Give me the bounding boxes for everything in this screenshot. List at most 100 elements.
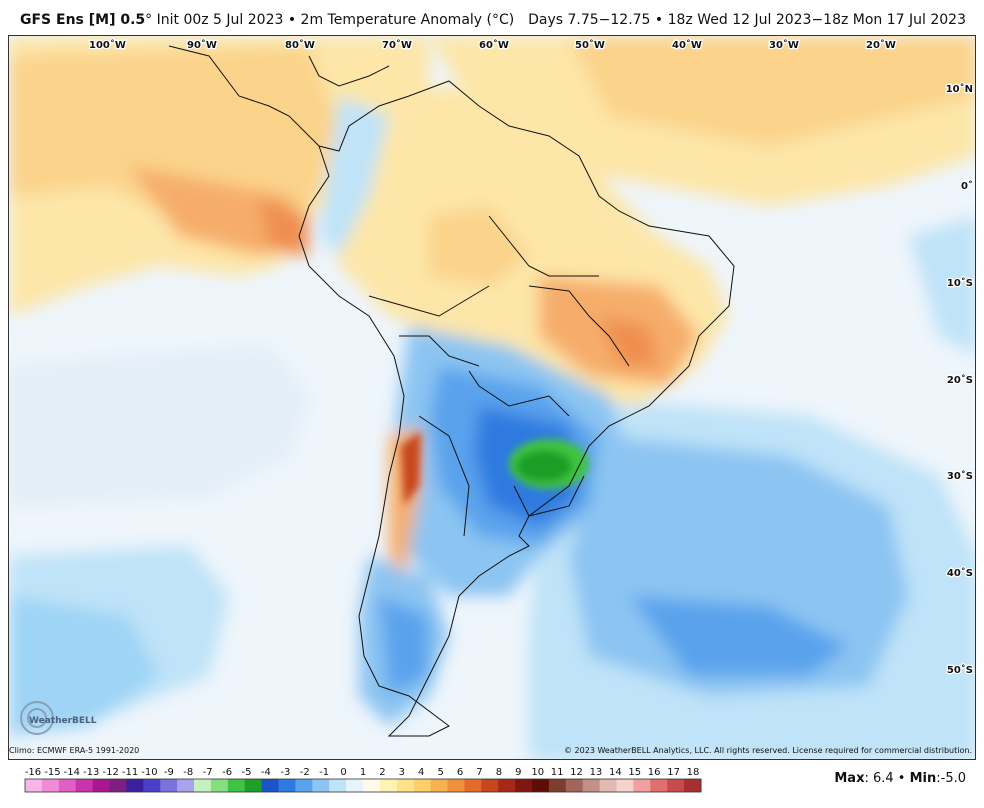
colorbar-border bbox=[24, 778, 702, 793]
map-panel: 100˚W 90˚W 80˚W 70˚W 60˚W 50˚W 40˚W 30˚W… bbox=[8, 35, 976, 760]
colorbar-swatch bbox=[667, 779, 685, 792]
lon-label-80w: 80˚W bbox=[285, 39, 315, 51]
colorbar-swatch bbox=[413, 779, 432, 792]
colorbar-swatch bbox=[92, 779, 110, 792]
colorbar-label: -15 bbox=[44, 767, 60, 778]
colorbar-label: 7 bbox=[476, 767, 482, 778]
colorbar-label: 2 bbox=[379, 767, 385, 778]
lon-label-20w: 20˚W bbox=[866, 39, 896, 51]
colorbar-swatch bbox=[194, 779, 212, 792]
lon-label-50w: 50˚W bbox=[575, 39, 605, 51]
colorbar-label: 17 bbox=[667, 767, 680, 778]
colorbar-label: 5 bbox=[437, 767, 443, 778]
colorbar-label: 3 bbox=[399, 767, 405, 778]
lon-label-30w: 30˚W bbox=[769, 39, 799, 51]
colorbar-swatch bbox=[143, 779, 161, 792]
copyright: © 2023 WeatherBELL Analytics, LLC. All r… bbox=[564, 746, 972, 755]
colorbar-label: -7 bbox=[203, 767, 213, 778]
colorbar-label: 13 bbox=[590, 767, 603, 778]
colorbar-label: -13 bbox=[83, 767, 99, 778]
lon-label-90w: 90˚W bbox=[187, 39, 217, 51]
header-right: Days 7.75−12.75 • 18z Wed 12 Jul 2023−18… bbox=[528, 12, 966, 28]
colorbar-label: -16 bbox=[25, 767, 41, 778]
colorbar-label: -4 bbox=[261, 767, 271, 778]
colorbar-swatch bbox=[210, 779, 229, 792]
colorbar-swatch bbox=[261, 779, 279, 792]
colorbar-swatch bbox=[278, 779, 296, 792]
colorbar-swatch bbox=[363, 779, 381, 792]
colorbar-label: 15 bbox=[628, 767, 641, 778]
colorbar-label: -3 bbox=[280, 767, 290, 778]
coastlines bbox=[168, 45, 735, 737]
colorbar-swatch bbox=[532, 779, 550, 792]
colorbar-swatch bbox=[430, 779, 448, 792]
model-name: GFS Ens [M] 0.5 bbox=[20, 12, 146, 28]
colorbar-label: 12 bbox=[570, 767, 583, 778]
lon-label-60w: 60˚W bbox=[479, 39, 509, 51]
svg-text:WeatherBELL: WeatherBELL bbox=[29, 716, 97, 726]
colorbar-swatch bbox=[58, 779, 77, 792]
colorbar-swatch bbox=[599, 779, 617, 792]
colorbar-label: 11 bbox=[551, 767, 564, 778]
colorbar-swatch bbox=[295, 779, 313, 792]
colorbar-swatch bbox=[346, 779, 364, 792]
lat-label-40s: 40˚S bbox=[947, 567, 973, 579]
colorbar-swatch bbox=[177, 779, 195, 792]
colorbar-swatch bbox=[650, 779, 668, 792]
colorbar-label: 14 bbox=[609, 767, 622, 778]
colorbar-label: 0 bbox=[340, 767, 346, 778]
colorbar-swatch bbox=[379, 779, 398, 792]
colorbar-swatch bbox=[515, 779, 533, 792]
colorbar-swatch bbox=[565, 779, 584, 792]
colorbar-swatch bbox=[464, 779, 482, 792]
lat-label-50s: 50˚S bbox=[947, 664, 973, 676]
lat-label-10s: 10˚S bbox=[947, 277, 973, 289]
weatherbell-logo: WeatherBELL bbox=[20, 701, 97, 735]
colorbar-label: -2 bbox=[300, 767, 310, 778]
latitude-labels: 10˚N 0˚ 10˚S 20˚S 30˚S 40˚S 50˚S bbox=[944, 82, 974, 678]
colorbar-swatch bbox=[109, 779, 127, 792]
colorbar-label: 18 bbox=[687, 767, 700, 778]
colorbar-label: 9 bbox=[515, 767, 521, 778]
lat-label-0: 0˚ bbox=[961, 180, 973, 192]
lat-label-30s: 30˚S bbox=[947, 470, 973, 482]
colorbar-swatch bbox=[25, 779, 43, 792]
colorbar-label: -12 bbox=[102, 767, 118, 778]
colorbar-label: 1 bbox=[360, 767, 366, 778]
colorbar-label: -10 bbox=[141, 767, 157, 778]
colorbar-label: -1 bbox=[319, 767, 329, 778]
colorbar-swatch bbox=[329, 779, 347, 792]
lat-label-10n: 10˚N bbox=[946, 83, 973, 95]
colorbar-swatch bbox=[160, 779, 178, 792]
colorbar-swatch bbox=[447, 779, 465, 792]
colorbar-label: 4 bbox=[418, 767, 424, 778]
lon-label-100w: 100˚W bbox=[89, 39, 126, 51]
colorbar-swatch bbox=[126, 779, 144, 792]
max-min: Max: 6.4 • Min:-5.0 bbox=[834, 771, 966, 786]
colorbar-swatch bbox=[481, 779, 499, 792]
colorbar-label: 6 bbox=[457, 767, 463, 778]
colorbar-label: -11 bbox=[122, 767, 138, 778]
colorbar-label: -5 bbox=[242, 767, 252, 778]
colorbar-swatch bbox=[41, 779, 60, 792]
colorbar-swatch bbox=[548, 779, 567, 792]
colorbar: -16 -15 -14 -13 -12 -11 -10 -9 -8 -7 -6 -5 -4 -3 -2 -1 0… bbox=[24, 767, 702, 793]
colorbar-swatch bbox=[75, 779, 94, 792]
colorbar-label: -6 bbox=[222, 767, 232, 778]
header-left: GFS Ens [M] 0.5° Init 00z 5 Jul 2023 • 2… bbox=[20, 12, 514, 28]
colorbar-swatch bbox=[498, 779, 516, 792]
longitude-labels: 100˚W 90˚W 80˚W 70˚W 60˚W 50˚W 40˚W 30˚W… bbox=[88, 38, 897, 53]
lon-label-70w: 70˚W bbox=[382, 39, 412, 51]
anomaly-map: 100˚W 90˚W 80˚W 70˚W 60˚W 50˚W 40˚W 30˚W… bbox=[9, 36, 975, 759]
colorbar-label: 8 bbox=[496, 767, 502, 778]
colorbar-swatch bbox=[396, 779, 415, 792]
climo-note: Climo: ECMWF ERA-5 1991-2020 bbox=[9, 746, 140, 755]
colorbar-swatch bbox=[227, 779, 246, 792]
anomaly-field bbox=[9, 36, 975, 759]
colorbar-label: -8 bbox=[183, 767, 193, 778]
lon-label-40w: 40˚W bbox=[672, 39, 702, 51]
colorbar-swatch bbox=[244, 779, 263, 792]
init-info: ° Init 00z 5 Jul 2023 • 2m Temperature A… bbox=[145, 12, 515, 28]
colorbar-swatch bbox=[633, 779, 651, 792]
colorbar-swatch bbox=[582, 779, 601, 792]
